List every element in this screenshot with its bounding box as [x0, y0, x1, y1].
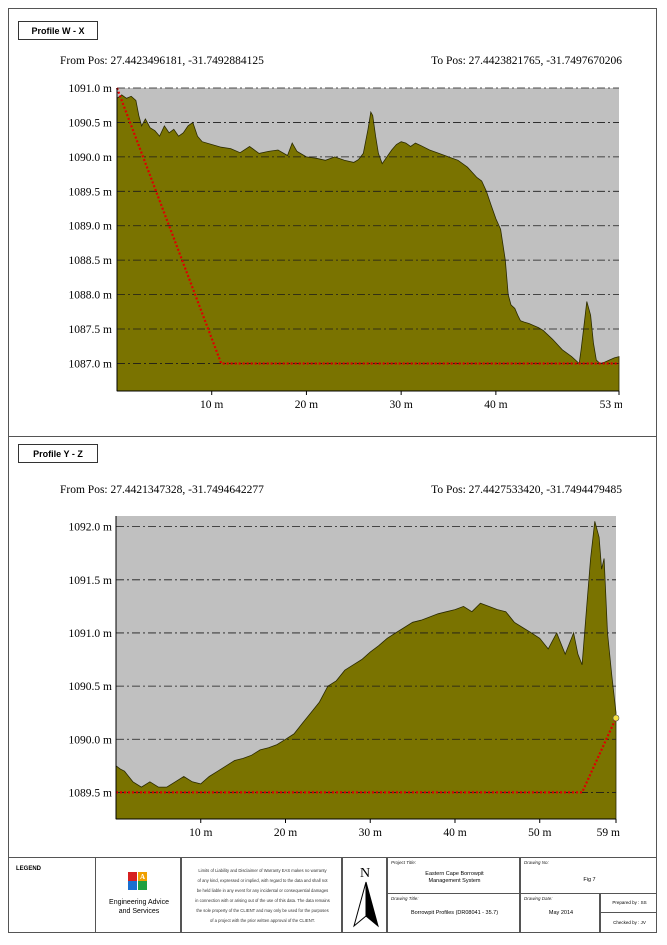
drawing-no-label: Drawing No: — [524, 860, 549, 865]
endpoint-marker — [612, 714, 620, 722]
company-box: A Engineering Advice and Services — [95, 857, 181, 933]
x-tick-label: 40 m — [443, 827, 466, 839]
y-tick-label: 1090.0 m — [69, 734, 113, 746]
y-tick-label: 1090.5 m — [69, 681, 113, 693]
y-tick-label: 1088.0 m — [69, 290, 113, 302]
terrain-profile-area — [115, 521, 617, 820]
disclaimer-line: Limits of Liability and Disclaimer of Wa… — [198, 868, 327, 873]
y-tick-label: 1089.5 m — [69, 186, 113, 198]
svg-text:A: A — [140, 873, 145, 881]
profile-yz-chart: 1089.5 m 1090.0 m 1090.5 m 1091.0 m 1091.5 m… — [69, 516, 620, 839]
disclaimer-text: Limits of Liability and Disclaimer of Wa… — [185, 866, 340, 926]
y-tick-label: 1089.5 m — [69, 787, 113, 799]
profile-wx-label: Profile W - X — [18, 21, 98, 40]
drawing-no-box: Drawing No: Fig 7 — [520, 857, 657, 894]
checked-by: Checked by : JV — [613, 920, 646, 925]
profile-yz-to-pos: To Pos: 27.4427533420, -31.7494479485 — [431, 484, 622, 496]
disclaimer-line: be held liable in any event for any inci… — [196, 888, 329, 893]
drawing-title-box: Drawing Title: Borrowpit Profiles (DR080… — [387, 893, 520, 933]
drawing-title: Borrowpit Profiles (DR08041 - 35.7) — [410, 910, 499, 916]
prepared-by-box: Prepared by : SS — [600, 893, 657, 913]
project-title-line2: Management System — [428, 878, 481, 884]
disclaimer-line: of any kind, expressed or implied, with … — [197, 878, 328, 883]
north-arrow-box: N — [342, 857, 387, 933]
drawing-title-label: Drawing Title: — [391, 896, 419, 901]
company-logo: A — [128, 872, 147, 890]
y-tick-label: 1091.0 m — [69, 628, 113, 640]
x-tick-label: 30 m — [359, 827, 382, 839]
disclaimer-line: the sole property of the CLIENT and may … — [196, 908, 329, 913]
north-arrow-icon: N — [353, 866, 379, 928]
profile-yz-from-pos: From Pos: 27.4421347328, -31.7494642277 — [60, 484, 264, 496]
y-tick-label: 1092.0 m — [69, 522, 113, 534]
project-title-label: Project Title: — [391, 860, 416, 865]
profile-wx-from-pos: From Pos: 27.4423496181, -31.7492884125 — [60, 55, 264, 67]
disclaimer-line: of a project with the prior written appr… — [210, 918, 315, 923]
y-tick-label: 1090.0 m — [69, 152, 113, 164]
x-tick-label: 20 m — [295, 399, 318, 411]
panel-divider — [8, 436, 657, 437]
company-name-line1: Engineering Advice — [109, 899, 169, 906]
x-tick-label: 30 m — [389, 399, 412, 411]
x-tick-label: 53 m — [600, 399, 622, 411]
y-tick-label: 1089.0 m — [69, 221, 113, 233]
y-tick-label: 1087.5 m — [69, 324, 113, 336]
x-tick-label: 10 m — [189, 827, 212, 839]
x-tick-label: 40 m — [484, 399, 507, 411]
prepared-by: Prepared by : SS — [612, 900, 647, 905]
y-tick-label: 1090.5 m — [69, 117, 113, 129]
profile-yz-label: Profile Y - Z — [18, 444, 98, 463]
drawing-no: Fig 7 — [583, 877, 596, 883]
profile-wx-chart: 1087.0 m 1087.5 m 1088.0 m 1088.5 m 1089.0 m… — [69, 83, 622, 411]
y-tick-label: 1091.5 m — [69, 575, 113, 587]
design-level-line — [116, 717, 618, 794]
x-tick-label: 59 m — [597, 827, 620, 839]
x-tick-label: 20 m — [274, 827, 297, 839]
north-label: N — [360, 866, 370, 881]
project-title-box: Project Title: Eastern Cape Borrowpit Ma… — [387, 857, 520, 894]
disclaimer-line: in connection with or arising out of the… — [195, 898, 330, 903]
project-title-line1: Eastern Cape Borrowpit — [425, 871, 484, 877]
drawing-date: May 2014 — [548, 910, 574, 916]
company-name-line2: and Services — [118, 908, 160, 915]
x-tick-label: 10 m — [200, 399, 223, 411]
y-tick-label: 1091.0 m — [69, 83, 113, 95]
disclaimer-box: Limits of Liability and Disclaimer of Wa… — [181, 857, 342, 933]
profile-wx-to-pos: To Pos: 27.4423821765, -31.7497670206 — [431, 55, 622, 67]
terrain-profile-area — [116, 94, 620, 392]
y-tick-label: 1088.5 m — [69, 255, 113, 267]
legend-title: LEGEND — [16, 866, 42, 872]
drawing-date-box: Drawing Date: May 2014 — [520, 893, 600, 933]
checked-by-box: Checked by : JV — [600, 912, 657, 933]
drawing-date-label: Drawing Date: — [524, 896, 553, 901]
y-tick-label: 1087.0 m — [69, 358, 113, 370]
x-tick-label: 50 m — [528, 827, 551, 839]
